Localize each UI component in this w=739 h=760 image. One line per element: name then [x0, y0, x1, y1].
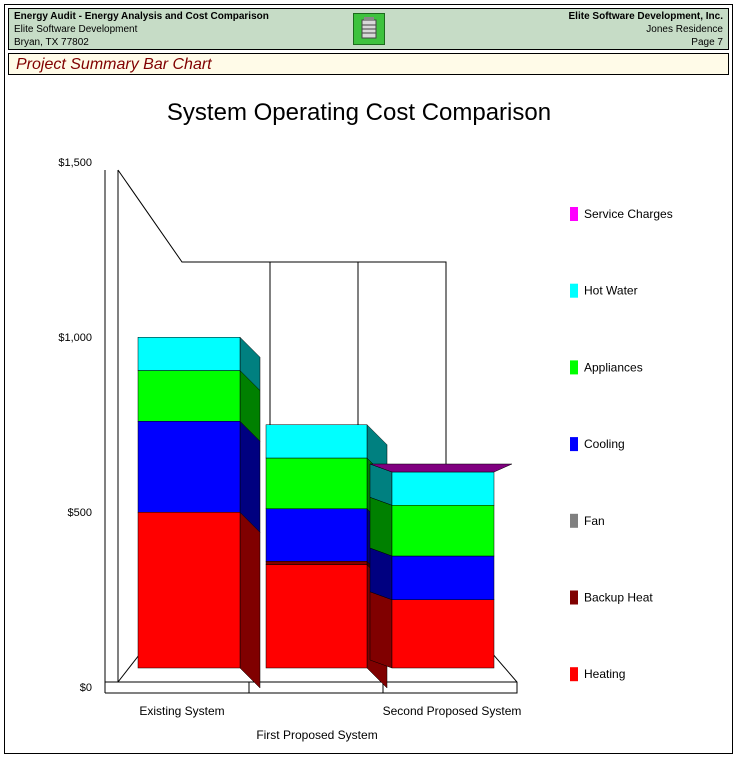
bar-segment-backup-heat [265, 561, 368, 565]
bar-segment-side-heating [239, 511, 261, 689]
y-tick-label: $0 [80, 682, 92, 694]
bar-segment-heating [265, 564, 368, 669]
x-category-label: First Proposed System [256, 728, 377, 742]
page-number: Page 7 [691, 37, 723, 48]
bar-top-face [369, 463, 513, 473]
app-logo-icon [353, 13, 385, 45]
bar-segment-hot-water [137, 337, 241, 371]
bar-segment-side-cooling [369, 547, 393, 601]
company-city: Bryan, TX 77802 [14, 37, 89, 48]
bar-segment-cooling [265, 508, 368, 562]
chart-back-wall [117, 169, 447, 600]
legend-label: Fan [584, 514, 605, 528]
x-category-label: Second Proposed System [383, 704, 522, 718]
legend-label: Service Charges [584, 207, 673, 221]
bar-segment-appliances [265, 457, 368, 509]
bar-segment-heating [391, 599, 495, 669]
legend-label: Backup Heat [584, 591, 653, 605]
legend-swatch [570, 590, 578, 605]
legend-swatch [570, 513, 578, 528]
bar-segment-heating [137, 512, 241, 669]
report-header: Energy Audit - Energy Analysis and Cost … [8, 8, 729, 50]
bar-segment-appliances [391, 505, 495, 557]
project-name: Jones Residence [646, 24, 723, 35]
legend-swatch [570, 667, 578, 682]
bar-segment-cooling [137, 421, 241, 513]
x-category-label: Existing System [139, 704, 224, 718]
section-title: Project Summary Bar Chart [16, 56, 212, 73]
bar-segment-hot-water [265, 424, 368, 459]
legend-label: Heating [584, 667, 625, 681]
legend-swatch [570, 283, 578, 298]
legend-label: Cooling [584, 437, 625, 451]
bar-segment-side-heating [369, 591, 393, 669]
company-name-right: Elite Software Development, Inc. [568, 11, 723, 22]
company-name: Elite Software Development [14, 24, 138, 35]
bar-segment-hot-water [391, 471, 495, 506]
bar-segment-side-appliances [369, 496, 393, 557]
y-tick-label: $1,500 [58, 157, 92, 169]
chart-title: System Operating Cost Comparison [167, 99, 551, 126]
y-tick-label: $1,000 [58, 332, 92, 344]
y-tick-label: $500 [68, 507, 92, 519]
app-title: Energy Audit - Energy Analysis and Cost … [14, 11, 269, 22]
bar-segment-cooling [391, 555, 495, 600]
legend-swatch [570, 360, 578, 375]
bar-segment-appliances [137, 370, 241, 422]
legend-label: Appliances [584, 360, 643, 374]
legend-swatch [570, 207, 578, 221]
section-title-bar: Project Summary Bar Chart [8, 53, 729, 75]
legend-label: Hot Water [584, 284, 638, 298]
legend-swatch [570, 437, 578, 452]
